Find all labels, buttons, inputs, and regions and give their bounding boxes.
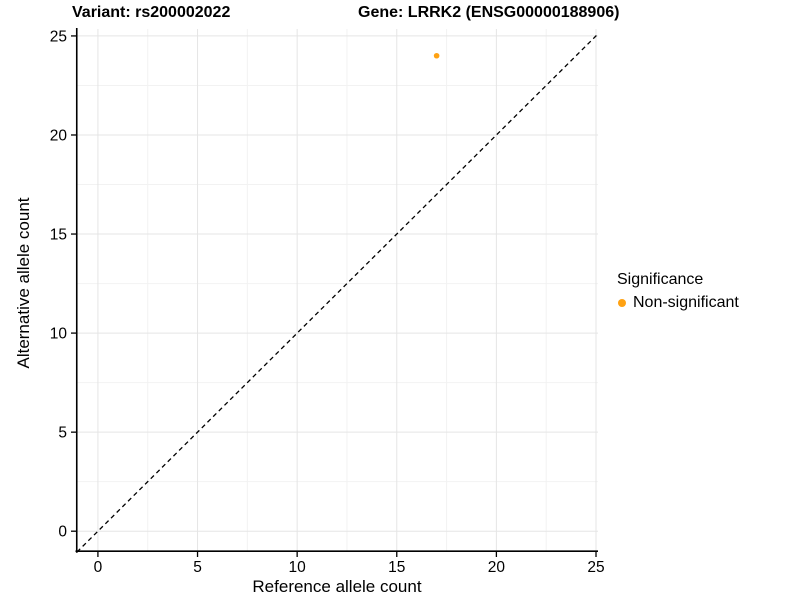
legend-item-label: Non-significant bbox=[633, 294, 739, 311]
legend-point-icon bbox=[618, 299, 626, 307]
x-tick-label: 25 bbox=[587, 559, 604, 576]
x-tick-label: 5 bbox=[193, 559, 202, 576]
y-tick-label: 5 bbox=[58, 425, 67, 442]
y-tick-label: 10 bbox=[50, 326, 68, 343]
legend: Significance Non-significant bbox=[616, 271, 739, 312]
plot-title-gene: Gene: LRRK2 (ENSG00000188906) bbox=[358, 4, 620, 21]
x-tick-label: 0 bbox=[94, 559, 103, 576]
data-point bbox=[433, 52, 440, 59]
x-tick-label: 15 bbox=[388, 559, 405, 576]
x-tick-label: 20 bbox=[488, 559, 506, 576]
y-tick-label: 0 bbox=[58, 524, 67, 541]
y-tick-label: 15 bbox=[50, 227, 67, 244]
y-axis-label: Alternative allele count bbox=[14, 197, 33, 369]
x-tick-label: 10 bbox=[289, 559, 307, 576]
plot-title-variant: Variant: rs200002022 bbox=[72, 4, 231, 21]
legend-item-non-significant: Non-significant bbox=[616, 294, 739, 312]
legend-title: Significance bbox=[617, 271, 704, 288]
x-axis-label: Reference allele count bbox=[252, 577, 422, 596]
y-tick-label: 25 bbox=[50, 28, 67, 45]
identity-dashed-line bbox=[76, 33, 599, 553]
y-tick-label: 20 bbox=[50, 127, 68, 144]
